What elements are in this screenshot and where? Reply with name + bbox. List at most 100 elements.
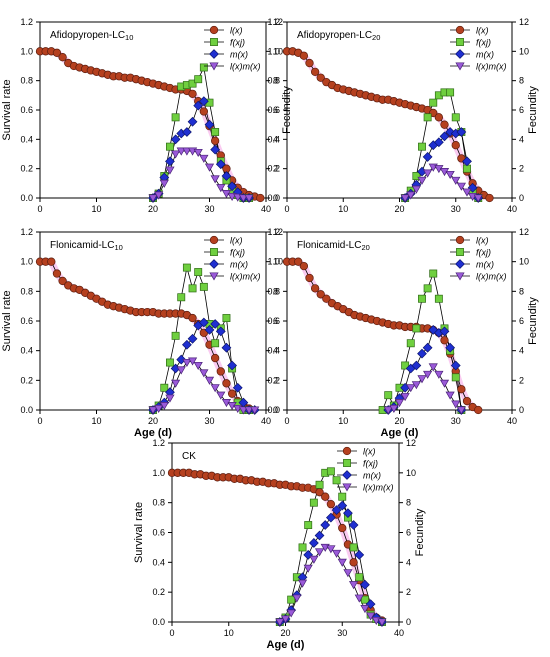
- x-tick-label: 20: [148, 204, 158, 214]
- x-tick-label: 30: [204, 204, 214, 214]
- y-right-tick-label: 10: [519, 257, 529, 267]
- point-lx: [462, 396, 472, 406]
- y-left-tick-label: 0.6: [20, 316, 33, 326]
- point-fxj: [384, 391, 393, 400]
- point-fxj: [177, 293, 186, 302]
- y-left-tick-label: 0.6: [267, 316, 280, 326]
- y-left-tick-label: 0.8: [267, 76, 280, 86]
- y-right-tick-label: 8: [519, 286, 524, 296]
- point-mx: [445, 342, 456, 353]
- y-right-tick-label: 12: [406, 438, 416, 448]
- legend-marker-lxmx: [342, 483, 352, 492]
- point-lx: [188, 313, 197, 323]
- y-right-tick-label: 6: [519, 316, 524, 326]
- y-right-tick-label: 0: [519, 193, 524, 203]
- point-lxmx: [199, 369, 209, 378]
- point-fxj: [211, 339, 220, 348]
- legend-label: m(x): [476, 260, 494, 270]
- x-tick-label: 10: [338, 204, 348, 214]
- y-right-tick-label: 4: [273, 346, 278, 356]
- point-lxmx: [456, 406, 466, 415]
- y-right-tick-label: 6: [273, 316, 278, 326]
- x-tick-label: 20: [394, 204, 404, 214]
- y-right-tick-label: 0: [273, 405, 278, 415]
- y-right-tick-label: 0: [273, 193, 278, 203]
- point-lx: [210, 136, 220, 145]
- point-lxmx: [250, 406, 260, 415]
- point-mx: [422, 152, 433, 162]
- point-fxj: [194, 268, 203, 277]
- point-lxmx: [210, 384, 220, 393]
- legend-label: m(x): [476, 50, 494, 60]
- legend-marker-lxmx: [209, 62, 219, 71]
- point-fxj: [166, 142, 174, 151]
- point-lxmx: [423, 169, 433, 178]
- point-mx: [326, 512, 336, 523]
- point-fxj: [418, 142, 426, 151]
- point-lxmx: [165, 394, 175, 403]
- point-mx: [221, 342, 232, 353]
- point-lxmx: [366, 612, 376, 621]
- x-tick-label: 0: [169, 628, 174, 638]
- point-lxmx: [170, 379, 181, 388]
- point-mx: [227, 360, 237, 371]
- point-fxj: [451, 113, 460, 122]
- point-fxj: [429, 269, 438, 278]
- point-lxmx: [411, 381, 421, 390]
- legend-marker-fxj: [343, 459, 351, 467]
- legend-label: m(x): [230, 50, 248, 60]
- panel-title: Afidopyropen-LC10: [50, 30, 133, 42]
- point-mx: [182, 127, 192, 137]
- x-tick-label: 0: [37, 204, 42, 214]
- point-lx: [222, 379, 231, 388]
- chart-panel-2: 0 10 20 30 400.00.20.40.60.81.01.2024681012F…: [267, 17, 539, 214]
- point-lx: [299, 51, 309, 60]
- legend-marker-mx: [209, 49, 219, 59]
- point-mx: [232, 382, 243, 393]
- y-left-tick-label: 1.2: [267, 17, 280, 27]
- plot-frame: [286, 21, 513, 199]
- point-lxmx: [275, 618, 285, 627]
- point-lxmx: [456, 182, 466, 191]
- point-mx: [462, 156, 472, 167]
- point-lx: [199, 107, 209, 116]
- point-mx: [422, 342, 433, 353]
- point-mx: [182, 339, 192, 350]
- point-mx: [314, 530, 325, 541]
- y-left-tick-label: 0.6: [267, 105, 280, 115]
- point-fxj: [451, 373, 460, 382]
- x-tick-label: 40: [261, 416, 271, 426]
- point-lxmx: [303, 564, 313, 573]
- x-tick-label: 20: [280, 628, 290, 638]
- point-lxmx: [159, 402, 169, 411]
- series-line-fxj: [382, 272, 462, 411]
- y-left-tick-label: 0.6: [20, 105, 33, 115]
- y-right-tick-label: 6: [519, 105, 524, 115]
- point-fxj: [423, 284, 432, 293]
- point-lxmx: [383, 406, 393, 415]
- y-left-tick-label: 0.2: [152, 587, 165, 597]
- x-tick-label: 30: [337, 628, 347, 638]
- point-mx: [215, 159, 226, 170]
- point-lx: [52, 269, 62, 278]
- legend-label: f(xj): [363, 459, 378, 469]
- point-lxmx: [389, 404, 399, 414]
- point-lxmx: [182, 147, 192, 156]
- x-tick-label: 40: [507, 416, 517, 426]
- series-lxmx: [148, 357, 260, 415]
- panel-title: Flonicamid-LC20: [297, 240, 370, 252]
- point-fxj: [406, 339, 415, 348]
- y-right-tick-label: 8: [406, 498, 411, 508]
- y-left-tick-label: 0.4: [152, 557, 165, 567]
- y-left-tick-label: 0.8: [152, 498, 165, 508]
- point-mx: [365, 599, 376, 609]
- point-mx: [187, 116, 198, 127]
- point-lxmx: [204, 163, 215, 172]
- x-tick-label: 20: [148, 416, 158, 426]
- point-fxj: [304, 521, 313, 529]
- point-lx: [52, 48, 62, 57]
- point-lx: [227, 389, 237, 398]
- point-mx: [439, 326, 450, 337]
- point-mx: [170, 134, 181, 145]
- point-mx: [204, 119, 215, 130]
